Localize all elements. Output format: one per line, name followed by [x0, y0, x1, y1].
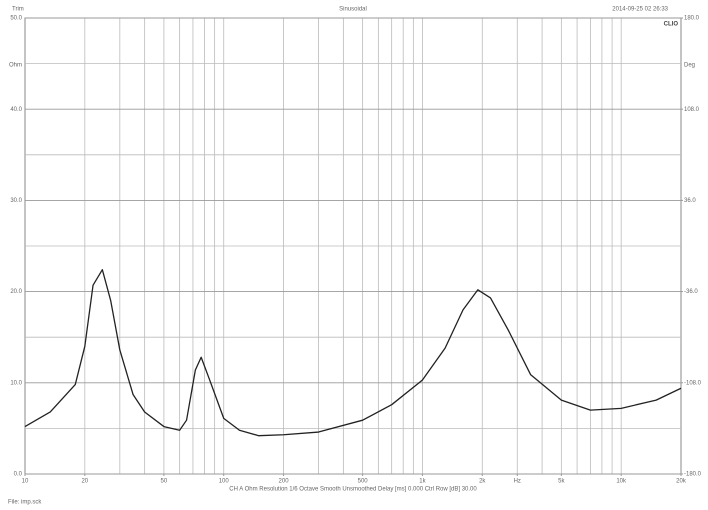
x-tick-label: 5k: [558, 479, 565, 485]
x-tick-label: 200: [279, 479, 290, 485]
y-tick-label: 20.0: [10, 289, 22, 295]
impedance-curve: [24, 269, 682, 437]
file-label: File: imp.sck: [8, 500, 42, 506]
x-tick-label: 10: [22, 479, 29, 485]
y2-tick-label: -108.0: [684, 380, 702, 386]
x-tick-label: 20k: [676, 479, 687, 485]
x-tick-label: 2k: [479, 479, 486, 485]
y-tick-label: 30.0: [10, 198, 22, 204]
x-tick-label: Hz: [514, 479, 521, 485]
y-tick-label: 10.0: [10, 380, 22, 386]
x-tick-label: 500: [358, 479, 369, 485]
y-tick-label: 50.0: [10, 16, 22, 22]
x-tick-label: 50: [161, 479, 168, 485]
y2-tick-label: -36.0: [684, 289, 698, 295]
header-left: Trim: [12, 7, 24, 13]
y2-axis-label: Deg: [684, 63, 695, 69]
brand: CLIO: [664, 22, 679, 28]
y-tick-label: 40.0: [10, 107, 22, 113]
y2-tick-label: 36.0: [684, 198, 696, 204]
chart-title: Sinusoidal: [339, 7, 367, 13]
x-tick-label: 20: [81, 479, 88, 485]
y2-tick-label: 108.0: [684, 107, 700, 113]
y-tick-label: 0.0: [14, 472, 23, 478]
header-right: 2014-09-25 02 26:33: [612, 7, 668, 13]
x-tick-label: 100: [219, 479, 230, 485]
footer: CH A Ohm Resolution 1/6 Octave Smooth Un…: [229, 487, 477, 493]
y2-tick-label: 180.0: [684, 16, 700, 22]
y2-tick-label: -180.0: [684, 472, 702, 478]
x-tick-label: 10k: [616, 479, 627, 485]
y-axis-label: Ohm: [9, 63, 22, 69]
x-tick-label: 1k: [419, 479, 426, 485]
